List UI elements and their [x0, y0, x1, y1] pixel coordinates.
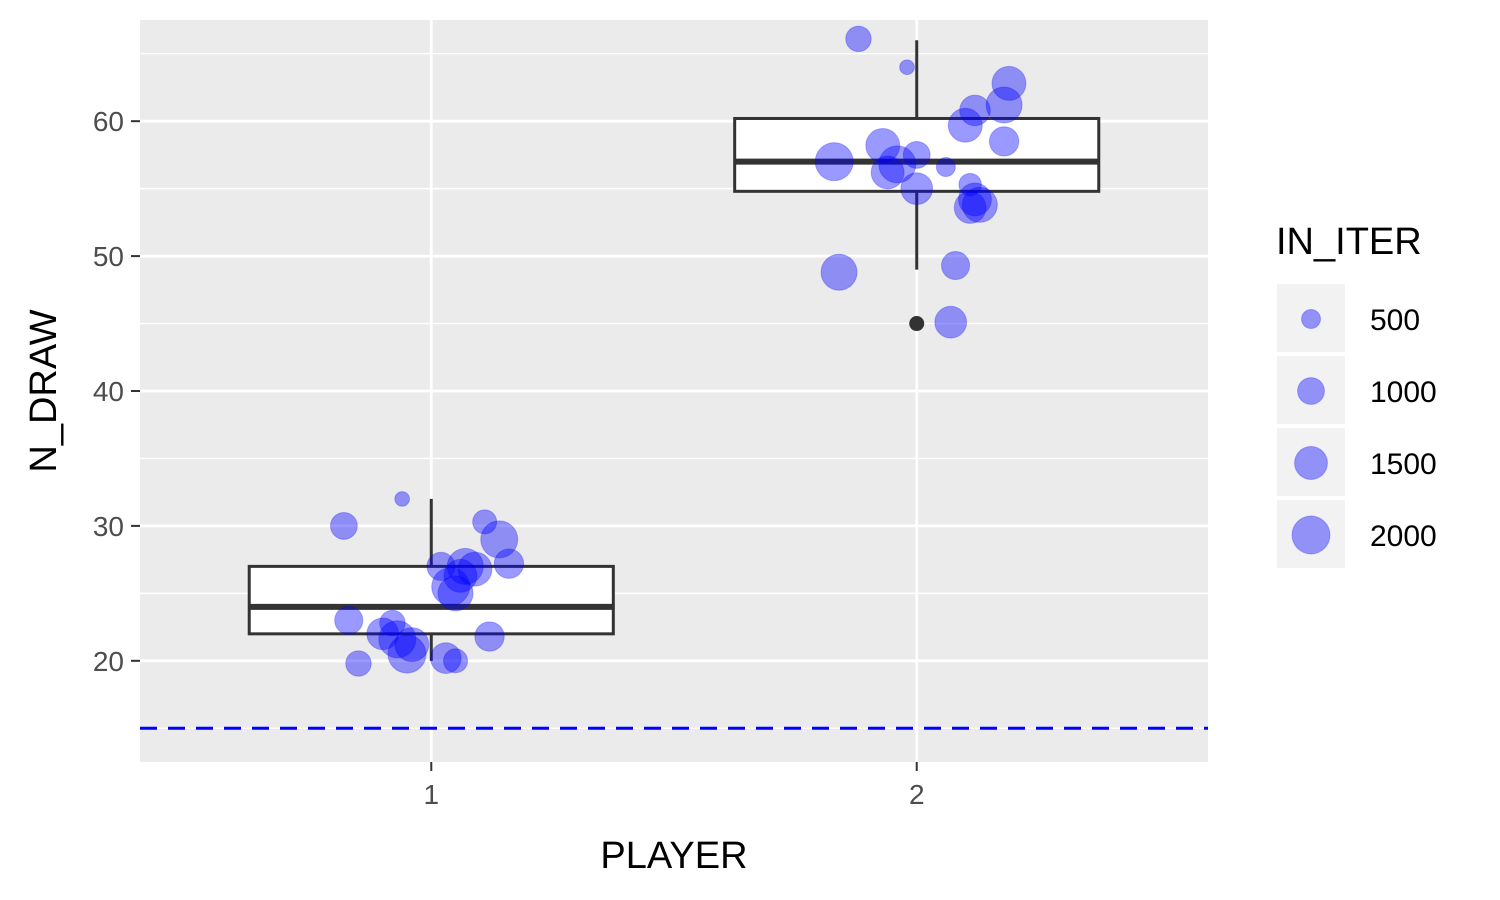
data-point [820, 253, 858, 291]
legend-key-symbol [1301, 309, 1321, 329]
box [733, 116, 1101, 193]
y-tick-label: 30 [93, 511, 124, 542]
legend-key-background [1277, 428, 1345, 496]
data-point [845, 25, 872, 53]
x-axis-title: PLAYER [600, 835, 747, 877]
data-point [394, 491, 411, 507]
data-point [935, 157, 956, 178]
legend-key-symbol [1291, 515, 1331, 555]
data-point [902, 140, 931, 169]
y-tick-label: 20 [93, 646, 124, 677]
axis-ticks [131, 120, 918, 771]
data-point [814, 142, 854, 182]
data-point [379, 609, 406, 637]
data-point [900, 172, 934, 206]
data-point [865, 127, 901, 163]
data-point [426, 551, 456, 581]
legend-label: 1000 [1370, 376, 1437, 409]
data-point [961, 186, 998, 223]
y-axis-title: N_DRAW [23, 309, 65, 472]
data-point [959, 94, 991, 127]
outlier-point [909, 316, 925, 332]
data-point [446, 547, 484, 585]
data-point [878, 145, 917, 184]
data-point [334, 605, 364, 635]
legend-key-background [1277, 284, 1345, 352]
data-point [366, 617, 400, 651]
data-point [988, 126, 1020, 157]
data-point [387, 634, 427, 674]
legend-label: 1500 [1370, 448, 1437, 481]
axis-tick-labels: 20 30 40 50 60 1 2 [93, 106, 925, 810]
data-point [345, 650, 372, 677]
legend-entry: 500 [1277, 284, 1420, 352]
legend-key-symbol [1294, 446, 1328, 480]
data-point [934, 305, 968, 339]
legend-key-background [1277, 500, 1345, 568]
data-point [457, 551, 493, 587]
legend-label: 500 [1370, 304, 1420, 337]
y-tick-label: 60 [93, 106, 124, 137]
data-point [443, 558, 478, 593]
data-point [985, 86, 1023, 124]
data-point [899, 59, 915, 76]
data-point [870, 155, 905, 190]
data-point [953, 191, 987, 224]
box [247, 564, 615, 636]
data-point [474, 621, 505, 652]
y-tick-label: 40 [93, 376, 124, 407]
legend-entry: 2000 [1277, 500, 1437, 568]
data-point [493, 548, 525, 579]
x-tick-label: 2 [909, 779, 925, 810]
data-point [940, 250, 971, 281]
legend-keys: 500 1000 1500 2000 [1277, 284, 1437, 568]
box-layer [247, 40, 1101, 661]
data-point [958, 182, 992, 217]
data-point [443, 648, 469, 674]
data-point [991, 65, 1027, 101]
legend-label: 2000 [1370, 520, 1437, 553]
data-point [394, 627, 430, 663]
legend-key-symbol [1297, 377, 1325, 405]
point-layer [329, 25, 1027, 677]
data-point [378, 620, 417, 659]
data-point [480, 520, 519, 559]
legend: IN_ITER 500 1000 1500 2000 [1276, 221, 1437, 568]
legend-entry: 1000 [1277, 356, 1437, 424]
x-tick-label: 1 [423, 779, 439, 810]
data-point [431, 567, 471, 607]
boxplot-1 [247, 498, 615, 661]
data-point [472, 509, 498, 535]
data-point [958, 172, 982, 197]
data-point [430, 642, 462, 674]
data-point [329, 511, 358, 540]
legend-key-background [1277, 356, 1345, 424]
y-tick-label: 50 [93, 241, 124, 272]
legend-entry: 1500 [1277, 428, 1437, 496]
data-point [437, 575, 474, 612]
legend-title: IN_ITER [1276, 221, 1422, 263]
boxplot-2 [733, 40, 1101, 332]
data-point [947, 107, 983, 143]
